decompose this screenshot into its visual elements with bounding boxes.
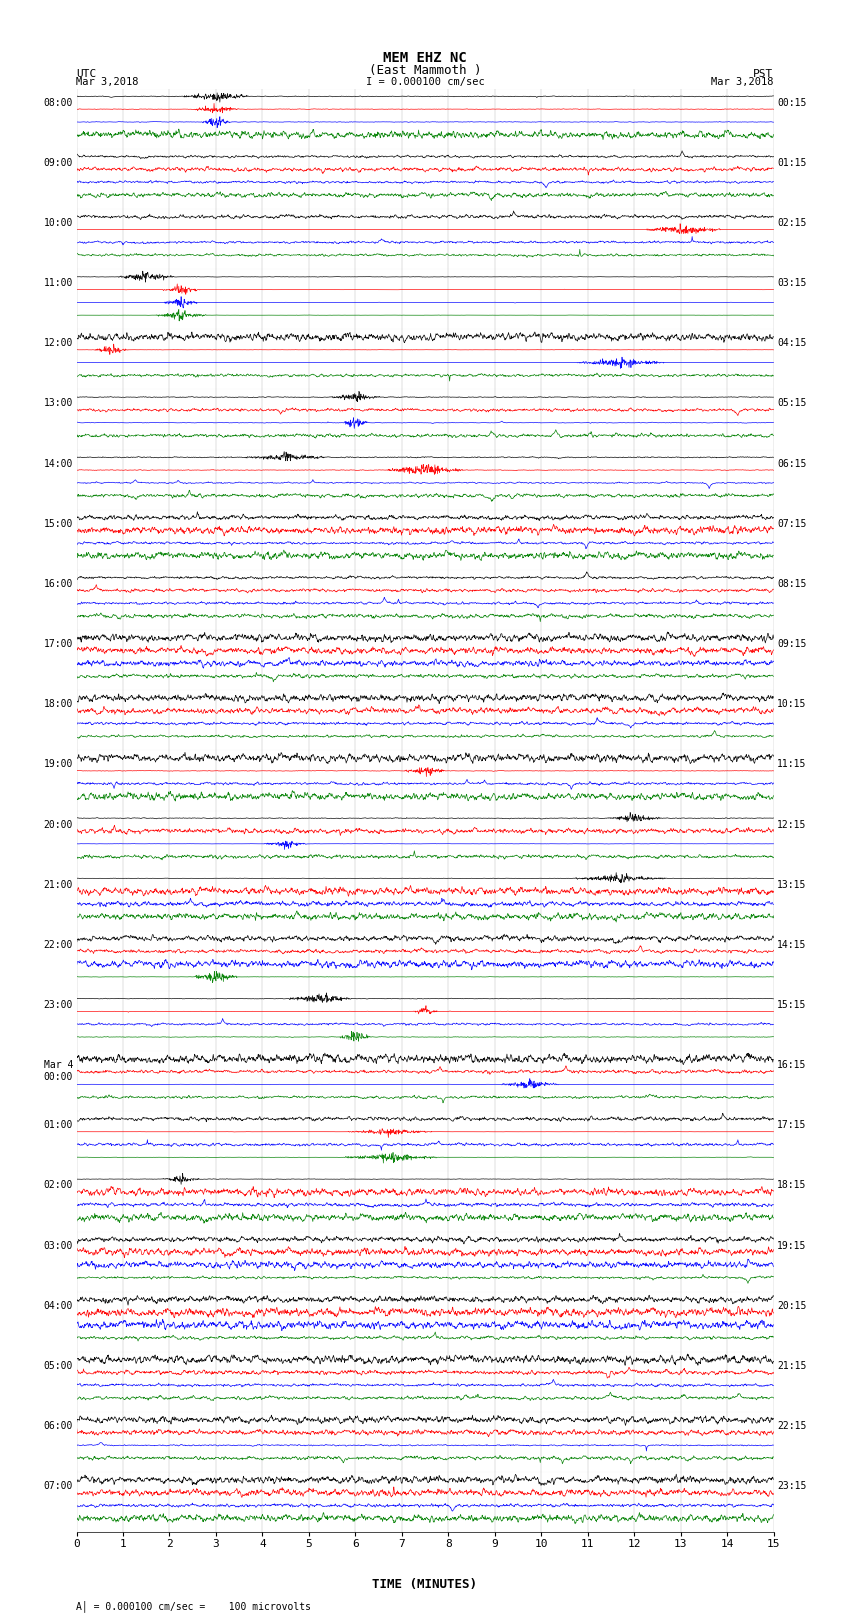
Text: 01:15: 01:15 (777, 158, 807, 168)
Text: 08:15: 08:15 (777, 579, 807, 589)
Text: 05:15: 05:15 (777, 398, 807, 408)
Text: I = 0.000100 cm/sec: I = 0.000100 cm/sec (366, 77, 484, 87)
Text: (East Mammoth ): (East Mammoth ) (369, 65, 481, 77)
Text: 20:00: 20:00 (43, 819, 73, 829)
Text: 04:15: 04:15 (777, 339, 807, 348)
Text: 11:00: 11:00 (43, 277, 73, 289)
Text: Mar 3,2018: Mar 3,2018 (76, 77, 139, 87)
Text: 23:00: 23:00 (43, 1000, 73, 1010)
Text: 09:00: 09:00 (43, 158, 73, 168)
Text: 10:00: 10:00 (43, 218, 73, 227)
Text: 19:15: 19:15 (777, 1240, 807, 1250)
Text: Mar 4
00:00: Mar 4 00:00 (43, 1060, 73, 1082)
Text: 15:15: 15:15 (777, 1000, 807, 1010)
Text: 16:15: 16:15 (777, 1060, 807, 1069)
Text: 06:15: 06:15 (777, 458, 807, 469)
Text: 02:15: 02:15 (777, 218, 807, 227)
Text: MEM EHZ NC: MEM EHZ NC (383, 50, 467, 65)
Text: 05:00: 05:00 (43, 1361, 73, 1371)
Text: 17:00: 17:00 (43, 639, 73, 648)
Text: 17:15: 17:15 (777, 1121, 807, 1131)
Text: 07:00: 07:00 (43, 1481, 73, 1492)
Text: 00:15: 00:15 (777, 98, 807, 108)
Text: UTC: UTC (76, 69, 97, 79)
Text: 01:00: 01:00 (43, 1121, 73, 1131)
Text: 08:00: 08:00 (43, 98, 73, 108)
Text: Mar 3,2018: Mar 3,2018 (711, 77, 774, 87)
Text: TIME (MINUTES): TIME (MINUTES) (372, 1578, 478, 1590)
Text: 23:15: 23:15 (777, 1481, 807, 1492)
Text: 21:15: 21:15 (777, 1361, 807, 1371)
Text: 19:00: 19:00 (43, 760, 73, 769)
Text: 13:00: 13:00 (43, 398, 73, 408)
Text: 02:00: 02:00 (43, 1181, 73, 1190)
Text: 14:00: 14:00 (43, 458, 73, 469)
Text: 18:15: 18:15 (777, 1181, 807, 1190)
Text: 14:15: 14:15 (777, 940, 807, 950)
Text: 07:15: 07:15 (777, 519, 807, 529)
Text: 22:00: 22:00 (43, 940, 73, 950)
Text: PST: PST (753, 69, 774, 79)
Text: 06:00: 06:00 (43, 1421, 73, 1431)
Text: 12:00: 12:00 (43, 339, 73, 348)
Text: 04:00: 04:00 (43, 1300, 73, 1311)
Text: 10:15: 10:15 (777, 700, 807, 710)
Text: 11:15: 11:15 (777, 760, 807, 769)
Text: 20:15: 20:15 (777, 1300, 807, 1311)
Text: 03:15: 03:15 (777, 277, 807, 289)
Text: 13:15: 13:15 (777, 879, 807, 890)
Text: 15:00: 15:00 (43, 519, 73, 529)
Text: 18:00: 18:00 (43, 700, 73, 710)
Text: 03:00: 03:00 (43, 1240, 73, 1250)
Text: 22:15: 22:15 (777, 1421, 807, 1431)
Text: A│ = 0.000100 cm/sec =    100 microvolts: A│ = 0.000100 cm/sec = 100 microvolts (76, 1600, 311, 1611)
Text: 16:00: 16:00 (43, 579, 73, 589)
Text: 12:15: 12:15 (777, 819, 807, 829)
Text: 09:15: 09:15 (777, 639, 807, 648)
Text: 21:00: 21:00 (43, 879, 73, 890)
